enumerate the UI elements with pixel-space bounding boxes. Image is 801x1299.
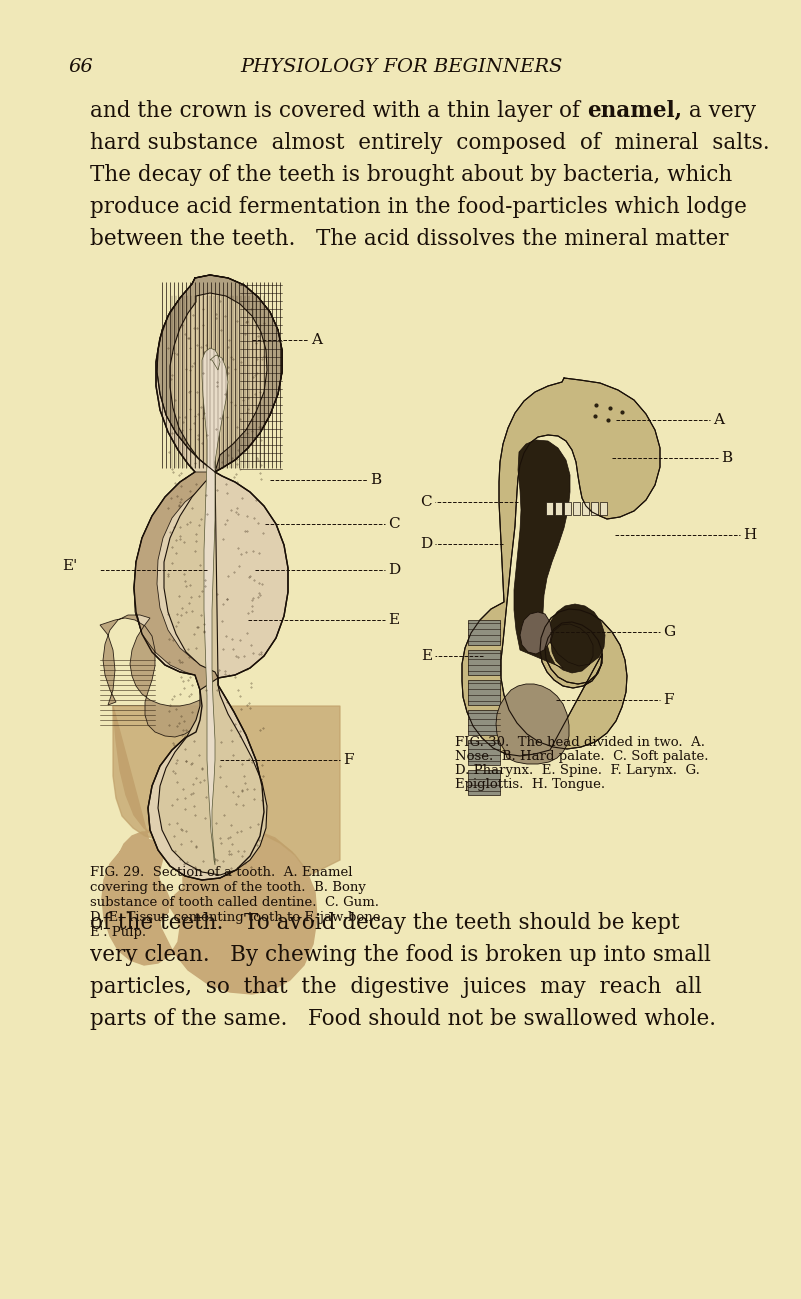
Text: C: C: [388, 517, 400, 531]
Polygon shape: [102, 705, 317, 994]
Text: substance of tooth called dentine.  C. Gum.: substance of tooth called dentine. C. Gu…: [90, 896, 379, 909]
Polygon shape: [468, 650, 500, 675]
Text: particles,  so  that  the  digestive  juices  may  reach  all: particles, so that the digestive juices …: [90, 976, 702, 998]
Text: D. Pharynx.  E. Spine.  F. Larynx.  G.: D. Pharynx. E. Spine. F. Larynx. G.: [455, 764, 700, 777]
Polygon shape: [468, 620, 500, 646]
Text: PHYSIOLOGY FOR BEGINNERS: PHYSIOLOGY FOR BEGINNERS: [239, 58, 562, 77]
Text: Nose.  B. Hard palate.  C. Soft palate.: Nose. B. Hard palate. C. Soft palate.: [455, 750, 709, 763]
Text: C: C: [421, 495, 432, 509]
Text: A: A: [713, 413, 724, 427]
Polygon shape: [113, 705, 340, 876]
Text: H: H: [743, 527, 756, 542]
Polygon shape: [582, 501, 589, 514]
Text: E'. Pulp.: E'. Pulp.: [90, 926, 146, 939]
Text: D: D: [420, 536, 432, 551]
Polygon shape: [555, 501, 562, 514]
Text: F: F: [663, 692, 674, 707]
Polygon shape: [496, 685, 569, 764]
Polygon shape: [134, 275, 288, 879]
Text: E': E': [62, 559, 77, 573]
Polygon shape: [158, 294, 267, 876]
Polygon shape: [520, 612, 552, 653]
Polygon shape: [573, 501, 580, 514]
Text: and the crown is covered with a thin layer of: and the crown is covered with a thin lay…: [90, 100, 587, 122]
Text: a very: a very: [682, 100, 756, 122]
Polygon shape: [564, 501, 571, 514]
Text: G: G: [663, 625, 675, 639]
Polygon shape: [591, 501, 598, 514]
Polygon shape: [468, 740, 500, 765]
Text: enamel,: enamel,: [587, 100, 682, 122]
Text: very clean.   By chewing the food is broken up into small: very clean. By chewing the food is broke…: [90, 944, 710, 966]
Text: covering the crown of the tooth.  B. Bony: covering the crown of the tooth. B. Bony: [90, 881, 366, 894]
Text: between the teeth.   The acid dissolves the mineral matter: between the teeth. The acid dissolves th…: [90, 229, 728, 249]
Text: F: F: [343, 753, 353, 766]
Text: hard substance  almost  entirely  composed  of  mineral  salts.: hard substance almost entirely composed …: [90, 132, 770, 155]
Polygon shape: [468, 679, 500, 705]
Polygon shape: [202, 348, 228, 865]
Polygon shape: [514, 440, 605, 673]
Text: B: B: [721, 451, 732, 465]
Polygon shape: [546, 501, 553, 514]
Text: A: A: [311, 333, 322, 347]
Polygon shape: [468, 711, 500, 735]
Text: D, E. Tissue cementing tooth to F, jaw-bone.: D, E. Tissue cementing tooth to F, jaw-b…: [90, 911, 384, 924]
Text: FIG. 29.  Section of a tooth.  A. Enamel: FIG. 29. Section of a tooth. A. Enamel: [90, 866, 352, 879]
Polygon shape: [600, 501, 607, 514]
Text: B: B: [370, 473, 381, 487]
Polygon shape: [157, 275, 282, 472]
Polygon shape: [100, 472, 218, 737]
Text: FIG. 30.  The head divided in two.  A.: FIG. 30. The head divided in two. A.: [455, 737, 705, 750]
Text: E: E: [388, 613, 399, 627]
Text: parts of the same.   Food should not be swallowed whole.: parts of the same. Food should not be sw…: [90, 1008, 716, 1030]
Polygon shape: [462, 378, 660, 756]
Text: The decay of the teeth is brought about by bacteria, which: The decay of the teeth is brought about …: [90, 164, 732, 186]
Text: D: D: [388, 562, 400, 577]
Text: 66: 66: [68, 58, 93, 77]
Text: of the teeth.   To avoid decay the teeth should be kept: of the teeth. To avoid decay the teeth s…: [90, 912, 679, 934]
Text: Epiglottis.  H. Tongue.: Epiglottis. H. Tongue.: [455, 778, 605, 791]
Text: produce acid fermentation in the food-particles which lodge: produce acid fermentation in the food-pa…: [90, 196, 747, 218]
Polygon shape: [468, 770, 500, 795]
Text: E: E: [421, 650, 432, 662]
